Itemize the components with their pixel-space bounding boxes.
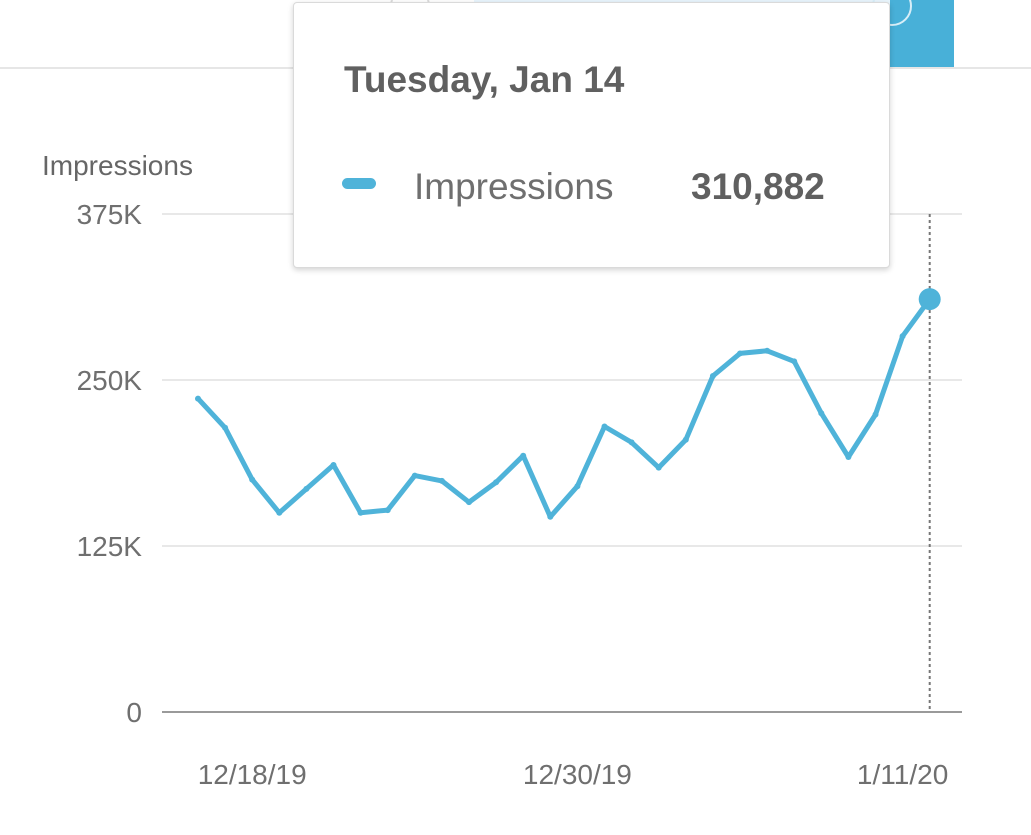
tooltip-series-swatch (342, 178, 376, 189)
impressions-series-line (195, 296, 933, 520)
series-point[interactable] (818, 410, 825, 417)
tooltip-series-label: Impressions (414, 166, 614, 207)
y-tick-label: 375K (77, 199, 143, 230)
series-point[interactable] (249, 476, 256, 483)
series-point[interactable] (791, 358, 798, 365)
series-point[interactable] (764, 347, 771, 354)
y-tick-label: 0 (126, 697, 142, 728)
y-axis-title: Impressions (42, 150, 193, 181)
series-point[interactable] (384, 507, 391, 514)
series-point[interactable] (655, 464, 662, 471)
series-point[interactable] (466, 499, 472, 506)
series-point[interactable] (547, 513, 554, 520)
series-point[interactable] (222, 424, 229, 431)
series-point[interactable] (303, 485, 310, 492)
series-point[interactable] (709, 373, 716, 380)
series-point[interactable] (601, 423, 608, 430)
series-point[interactable] (574, 483, 581, 490)
y-axis-labels: 0 125K 250K 375K (77, 199, 143, 728)
series-point[interactable] (493, 479, 500, 486)
x-tick-label: 1/11/20 (857, 759, 948, 790)
series-point[interactable] (438, 477, 445, 484)
hover-point-marker[interactable] (918, 288, 941, 311)
series-point[interactable] (195, 395, 201, 402)
series-point[interactable] (845, 454, 852, 461)
x-tick-label: 12/30/19 (523, 759, 632, 790)
x-axis-labels: 12/18/19 12/30/19 1/11/20 (198, 759, 949, 790)
series-point[interactable] (357, 509, 364, 516)
y-tick-label: 250K (77, 365, 143, 396)
series-point[interactable] (899, 333, 906, 340)
series-point[interactable] (411, 472, 418, 479)
series-points (195, 296, 933, 520)
series-point[interactable] (682, 436, 689, 443)
series-point[interactable] (628, 439, 635, 446)
x-tick-label: 12/18/19 (198, 759, 307, 790)
y-tick-label: 125K (77, 531, 143, 562)
series-point[interactable] (330, 461, 337, 468)
tooltip-value: 310,882 (691, 166, 825, 207)
tooltip-date: Tuesday, Jan 14 (344, 59, 625, 100)
series-point[interactable] (520, 452, 527, 459)
series-point[interactable] (737, 350, 743, 357)
series-point[interactable] (276, 509, 283, 516)
series-point[interactable] (872, 411, 879, 418)
chart-tooltip: Tuesday, Jan 14 Impressions 310,882 (293, 2, 890, 268)
